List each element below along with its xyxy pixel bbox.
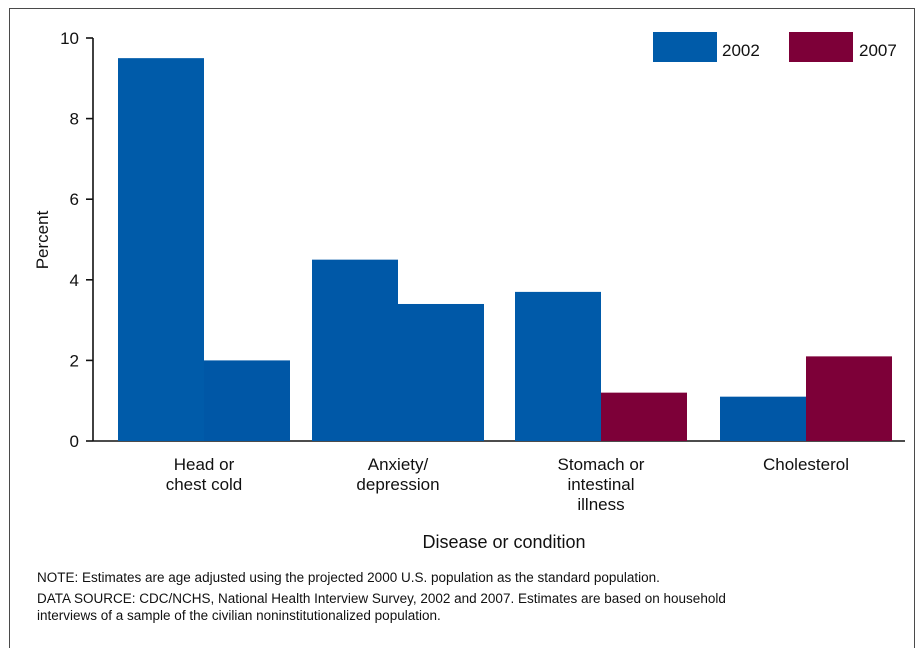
x-category-label: depression: [356, 475, 439, 494]
x-category-label: intestinal: [567, 475, 634, 494]
x-category-label: Cholesterol: [763, 455, 849, 474]
y-tick-label: 0: [70, 432, 79, 451]
bar-2002-3: [515, 291, 601, 441]
chart-frame: [9, 8, 915, 648]
legend-swatch-2002: [653, 32, 717, 62]
y-tick-label: 6: [70, 190, 79, 209]
x-category-label: Anxiety/: [368, 455, 429, 474]
x-category-label: chest cold: [166, 475, 243, 494]
y-tick-label: 2: [70, 351, 79, 370]
bar-2002-4: [720, 396, 806, 441]
x-axis-title: Disease or condition: [422, 532, 585, 552]
legend-swatch-2007: [789, 32, 853, 62]
y-tick-label: 8: [70, 110, 79, 129]
bar-2007-4: [806, 356, 892, 441]
bar-2007-1: [204, 360, 290, 441]
bar-2007-2: [398, 303, 484, 441]
bar-2002-2: [312, 259, 398, 441]
source-text-line-1: DATA SOURCE: CDC/NCHS, National Health I…: [37, 591, 726, 606]
legend-label-2007: 2007: [859, 41, 897, 60]
note-text: NOTE: Estimates are age adjusted using t…: [37, 570, 660, 585]
x-category-label: illness: [577, 495, 624, 514]
y-axis-title: Percent: [33, 210, 52, 269]
y-tick-label: 10: [60, 29, 79, 48]
source-text-line-2: interviews of a sample of the civilian n…: [37, 608, 441, 623]
y-tick-label: 4: [70, 271, 79, 290]
x-category-label: Head or: [174, 455, 235, 474]
bar-2002-1: [118, 58, 204, 442]
x-category-label: Stomach or: [558, 455, 645, 474]
legend-label-2002: 2002: [722, 41, 760, 60]
bar-2007-3: [601, 392, 687, 441]
